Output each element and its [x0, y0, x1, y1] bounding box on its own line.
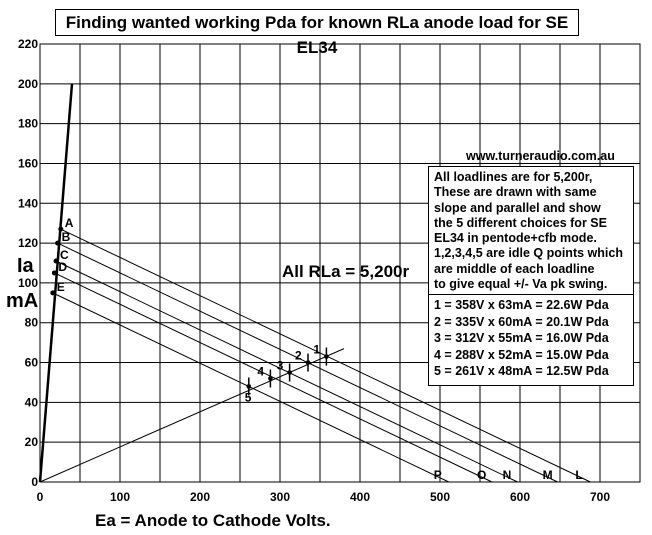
y-tick-label: 60 [25, 356, 39, 370]
q-point-line [39, 348, 345, 483]
loadline [54, 272, 493, 483]
info-line: 1,2,3,4,5 are idle Q points which [434, 246, 623, 261]
loadline-start-label: C [60, 248, 69, 262]
info-line: EL34 in pentode+cfb mode. [434, 231, 597, 246]
q-point-dot [324, 354, 329, 359]
loadline-start-label: E [57, 280, 65, 294]
info-line: slope and parallel and show [434, 200, 601, 215]
y-tick-label: 120 [18, 236, 38, 250]
website-label: www.turneraudio.com.au [466, 149, 615, 163]
loadline-end-label: M [543, 468, 553, 482]
y-tick-label: 40 [25, 395, 39, 409]
info-text: All loadlines are for 5,200r, These are … [429, 167, 633, 294]
x-tick-label: 0 [37, 490, 44, 504]
loadline-end-label: L [575, 468, 582, 482]
loadline-start-marker [53, 258, 59, 264]
q-point-row: 4 = 288V x 52mA = 15.0W Pda [434, 347, 609, 362]
x-tick-label: 200 [190, 490, 210, 504]
y-tick-label: 220 [18, 37, 38, 51]
y-tick-label: 180 [18, 117, 38, 131]
q-point-dot [287, 370, 292, 375]
info-line: These are drawn with same [434, 185, 597, 200]
q-point-row: 3 = 312V x 55mA = 16.0W Pda [434, 331, 609, 346]
y-tick-label: 20 [25, 435, 39, 449]
q-point-row: 2 = 335V x 60mA = 20.1W Pda [434, 314, 609, 329]
q-point-table: 1 = 358V x 63mA = 22.6W Pda 2 = 335V x 6… [429, 295, 633, 381]
x-tick-label: 500 [430, 490, 450, 504]
loadline-end-label: N [503, 468, 512, 482]
y-axis-label-ma: mA [6, 290, 39, 312]
q-point-dot [246, 384, 252, 389]
q-point-dot [305, 360, 311, 365]
q-point-dot [268, 376, 273, 381]
rla-annotation: All RLa = 5,200r [282, 262, 410, 281]
q-point-label: 2 [295, 349, 302, 363]
info-line: are middle of each loadline [434, 261, 595, 276]
triode-curve [38, 83, 74, 483]
loadline-start-label: B [62, 230, 71, 244]
y-tick-label: 100 [18, 276, 38, 290]
q-point-label: 3 [277, 359, 284, 373]
q-point-label: 5 [245, 390, 252, 404]
y-tick-label: 160 [18, 156, 38, 170]
y-tick-label: 140 [18, 196, 38, 210]
x-tick-label: 300 [270, 490, 290, 504]
info-line: to give equal +/- Va pk swing. [434, 277, 608, 292]
chart-title: Finding wanted working Pda for known RLa… [55, 9, 579, 57]
loadline-start-label: A [65, 216, 74, 230]
info-box: All loadlines are for 5,200r, These are … [428, 166, 634, 386]
info-divider [429, 294, 633, 296]
q-point-row: 1 = 358V x 63mA = 22.6W Pda [434, 298, 609, 313]
x-axis-label: Ea = Anode to Cathode Volts. [95, 511, 331, 530]
y-axis-label-ia: Ia [17, 255, 34, 277]
loadline-start-label: D [58, 260, 67, 274]
q-point-label: 4 [257, 364, 264, 378]
loadline-start-marker [51, 270, 57, 276]
y-tick-label: 0 [31, 475, 38, 489]
loadline-end-label: P [434, 468, 442, 482]
info-line: All loadlines are for 5,200r, [434, 170, 593, 184]
info-line: the 5 different choices for SE [434, 215, 607, 230]
x-tick-label: 600 [510, 490, 530, 504]
loadline-end-label: O [477, 468, 486, 482]
loadline-start-marker [55, 240, 61, 246]
q-point-label: 1 [313, 343, 320, 357]
x-tick-label: 100 [110, 490, 130, 504]
loadline [55, 260, 518, 483]
x-tick-label: 700 [590, 490, 610, 504]
y-tick-label: 200 [18, 77, 38, 91]
loadline-start-marker [58, 226, 64, 232]
y-tick-label: 80 [25, 316, 39, 330]
x-tick-label: 400 [350, 490, 370, 504]
q-point-row: 5 = 261V x 48mA = 12.5W Pda [434, 364, 609, 378]
loadline-start-marker [50, 290, 56, 296]
